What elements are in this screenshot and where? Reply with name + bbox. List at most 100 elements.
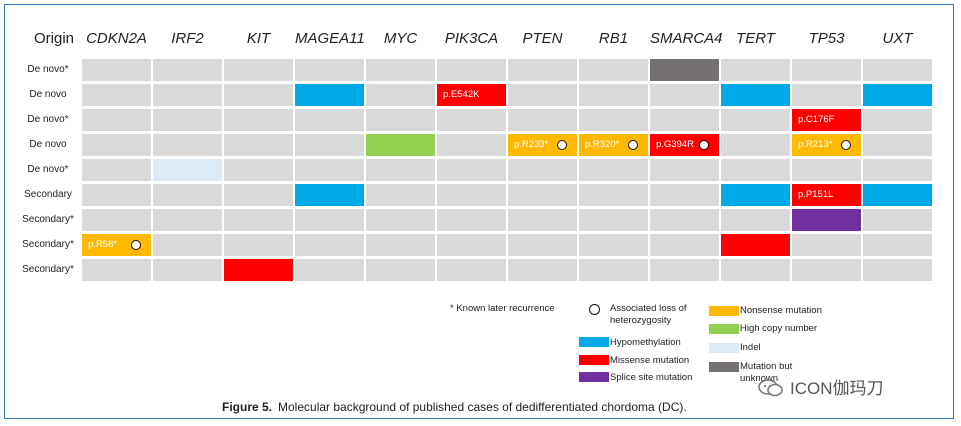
grid-cell xyxy=(295,134,364,156)
grid-cell xyxy=(437,259,506,281)
figure-caption: Figure 5. Molecular background of publish… xyxy=(222,400,687,414)
grid-cell xyxy=(153,259,222,281)
loh-circle-icon xyxy=(699,140,709,150)
grid-cell xyxy=(295,109,364,131)
grid-cell xyxy=(721,209,790,231)
legend-loh: Associated loss of heterozygosity xyxy=(610,303,687,326)
grid-cell xyxy=(721,59,790,81)
legend-unknown: Mutation but unknown xyxy=(740,361,793,384)
alteration-missense: p.E542K xyxy=(437,84,506,106)
alteration-unknown xyxy=(650,59,719,81)
alteration-nonsense: p.R233* xyxy=(508,134,577,156)
loh-circle-icon xyxy=(628,140,638,150)
grid-cell xyxy=(437,159,506,181)
alteration-splice xyxy=(792,209,861,231)
grid-cell xyxy=(82,184,151,206)
grid-cell xyxy=(792,59,861,81)
grid-cell xyxy=(579,84,648,106)
grid-cell xyxy=(863,109,932,131)
grid-cell xyxy=(224,184,293,206)
alteration-nonsense: p.R320* xyxy=(579,134,648,156)
grid-cell xyxy=(863,209,932,231)
alteration-high_copy xyxy=(366,134,435,156)
alteration-hypomethylation xyxy=(863,184,932,206)
legend-missense: Missense mutation xyxy=(610,355,690,366)
grid-cell xyxy=(579,184,648,206)
grid-cell xyxy=(863,159,932,181)
grid-cell xyxy=(366,259,435,281)
grid-cell xyxy=(224,209,293,231)
swatch-hypomethylation xyxy=(579,337,609,347)
gene-header-tert: TERT xyxy=(736,30,775,47)
origin-label: Secondary* xyxy=(22,239,74,250)
loh-circle-icon xyxy=(557,140,567,150)
grid-cell xyxy=(437,209,506,231)
grid-cell xyxy=(721,159,790,181)
swatch-high-copy xyxy=(709,324,739,334)
watermark: ICON伽玛刀 xyxy=(758,375,958,403)
gene-header-pik3ca: PIK3CA xyxy=(444,30,499,47)
grid-cell xyxy=(366,159,435,181)
grid-cell xyxy=(863,259,932,281)
grid-cell xyxy=(650,109,719,131)
grid-cell xyxy=(863,234,932,256)
grid-cell xyxy=(437,59,506,81)
grid-cell xyxy=(508,159,577,181)
grid-cell xyxy=(579,59,648,81)
grid-cell xyxy=(508,259,577,281)
gene-header-irf2: IRF2 xyxy=(171,30,204,47)
grid-cell xyxy=(295,234,364,256)
grid-cell xyxy=(650,259,719,281)
grid-cell xyxy=(224,234,293,256)
watermark-text: ICON伽玛刀 xyxy=(790,379,884,398)
grid-cell xyxy=(437,184,506,206)
alteration-hypomethylation xyxy=(295,84,364,106)
alteration-missense xyxy=(721,234,790,256)
swatch-indel xyxy=(709,343,739,353)
grid-cell xyxy=(579,209,648,231)
origin-label: De novo* xyxy=(27,64,69,75)
figure-frame: Origin CDKN2A IRF2 KIT MAGEA11 MYC PIK3CA PTEN R… xyxy=(4,4,954,419)
grid-cell xyxy=(508,84,577,106)
grid-cell xyxy=(153,209,222,231)
grid-cell xyxy=(82,134,151,156)
grid-cell xyxy=(721,109,790,131)
origin-label: Secondary xyxy=(24,189,72,200)
mutation-label: p.P151L xyxy=(798,189,834,200)
grid-cell xyxy=(153,134,222,156)
origin-label: De novo xyxy=(29,89,67,100)
grid-cell xyxy=(863,59,932,81)
grid-cell xyxy=(366,184,435,206)
legend-hypomethylation: Hypomethylation xyxy=(610,337,681,348)
swatch-missense xyxy=(579,355,609,365)
grid-cell xyxy=(82,159,151,181)
legend-nonsense: Nonsense mutation xyxy=(740,305,822,316)
grid-cell xyxy=(579,159,648,181)
gene-header-tp53: TP53 xyxy=(808,30,845,47)
grid-cell xyxy=(650,209,719,231)
alteration-hypomethylation xyxy=(721,84,790,106)
grid-cell xyxy=(366,234,435,256)
swatch-nonsense xyxy=(709,306,739,316)
origin-label: De novo xyxy=(29,139,67,150)
gene-header-myc: MYC xyxy=(383,30,418,47)
grid-cell xyxy=(792,159,861,181)
grid-cell xyxy=(224,109,293,131)
grid-cell xyxy=(82,84,151,106)
mutation-label: p.C176F xyxy=(798,114,835,125)
grid-cell xyxy=(508,209,577,231)
grid-cell xyxy=(82,109,151,131)
gene-header-cdkn2a: CDKN2A xyxy=(86,30,147,47)
grid-cell xyxy=(792,84,861,106)
grid-cell xyxy=(579,234,648,256)
grid-cell xyxy=(295,59,364,81)
grid-cell xyxy=(153,184,222,206)
grid-cell xyxy=(82,59,151,81)
legend-note: * Known later recurrence xyxy=(450,303,555,314)
alteration-indel xyxy=(153,159,222,181)
origin-label: De novo* xyxy=(27,164,69,175)
loh-circle-icon xyxy=(841,140,851,150)
grid-cell xyxy=(792,259,861,281)
grid-cell xyxy=(792,234,861,256)
grid-cell xyxy=(579,259,648,281)
